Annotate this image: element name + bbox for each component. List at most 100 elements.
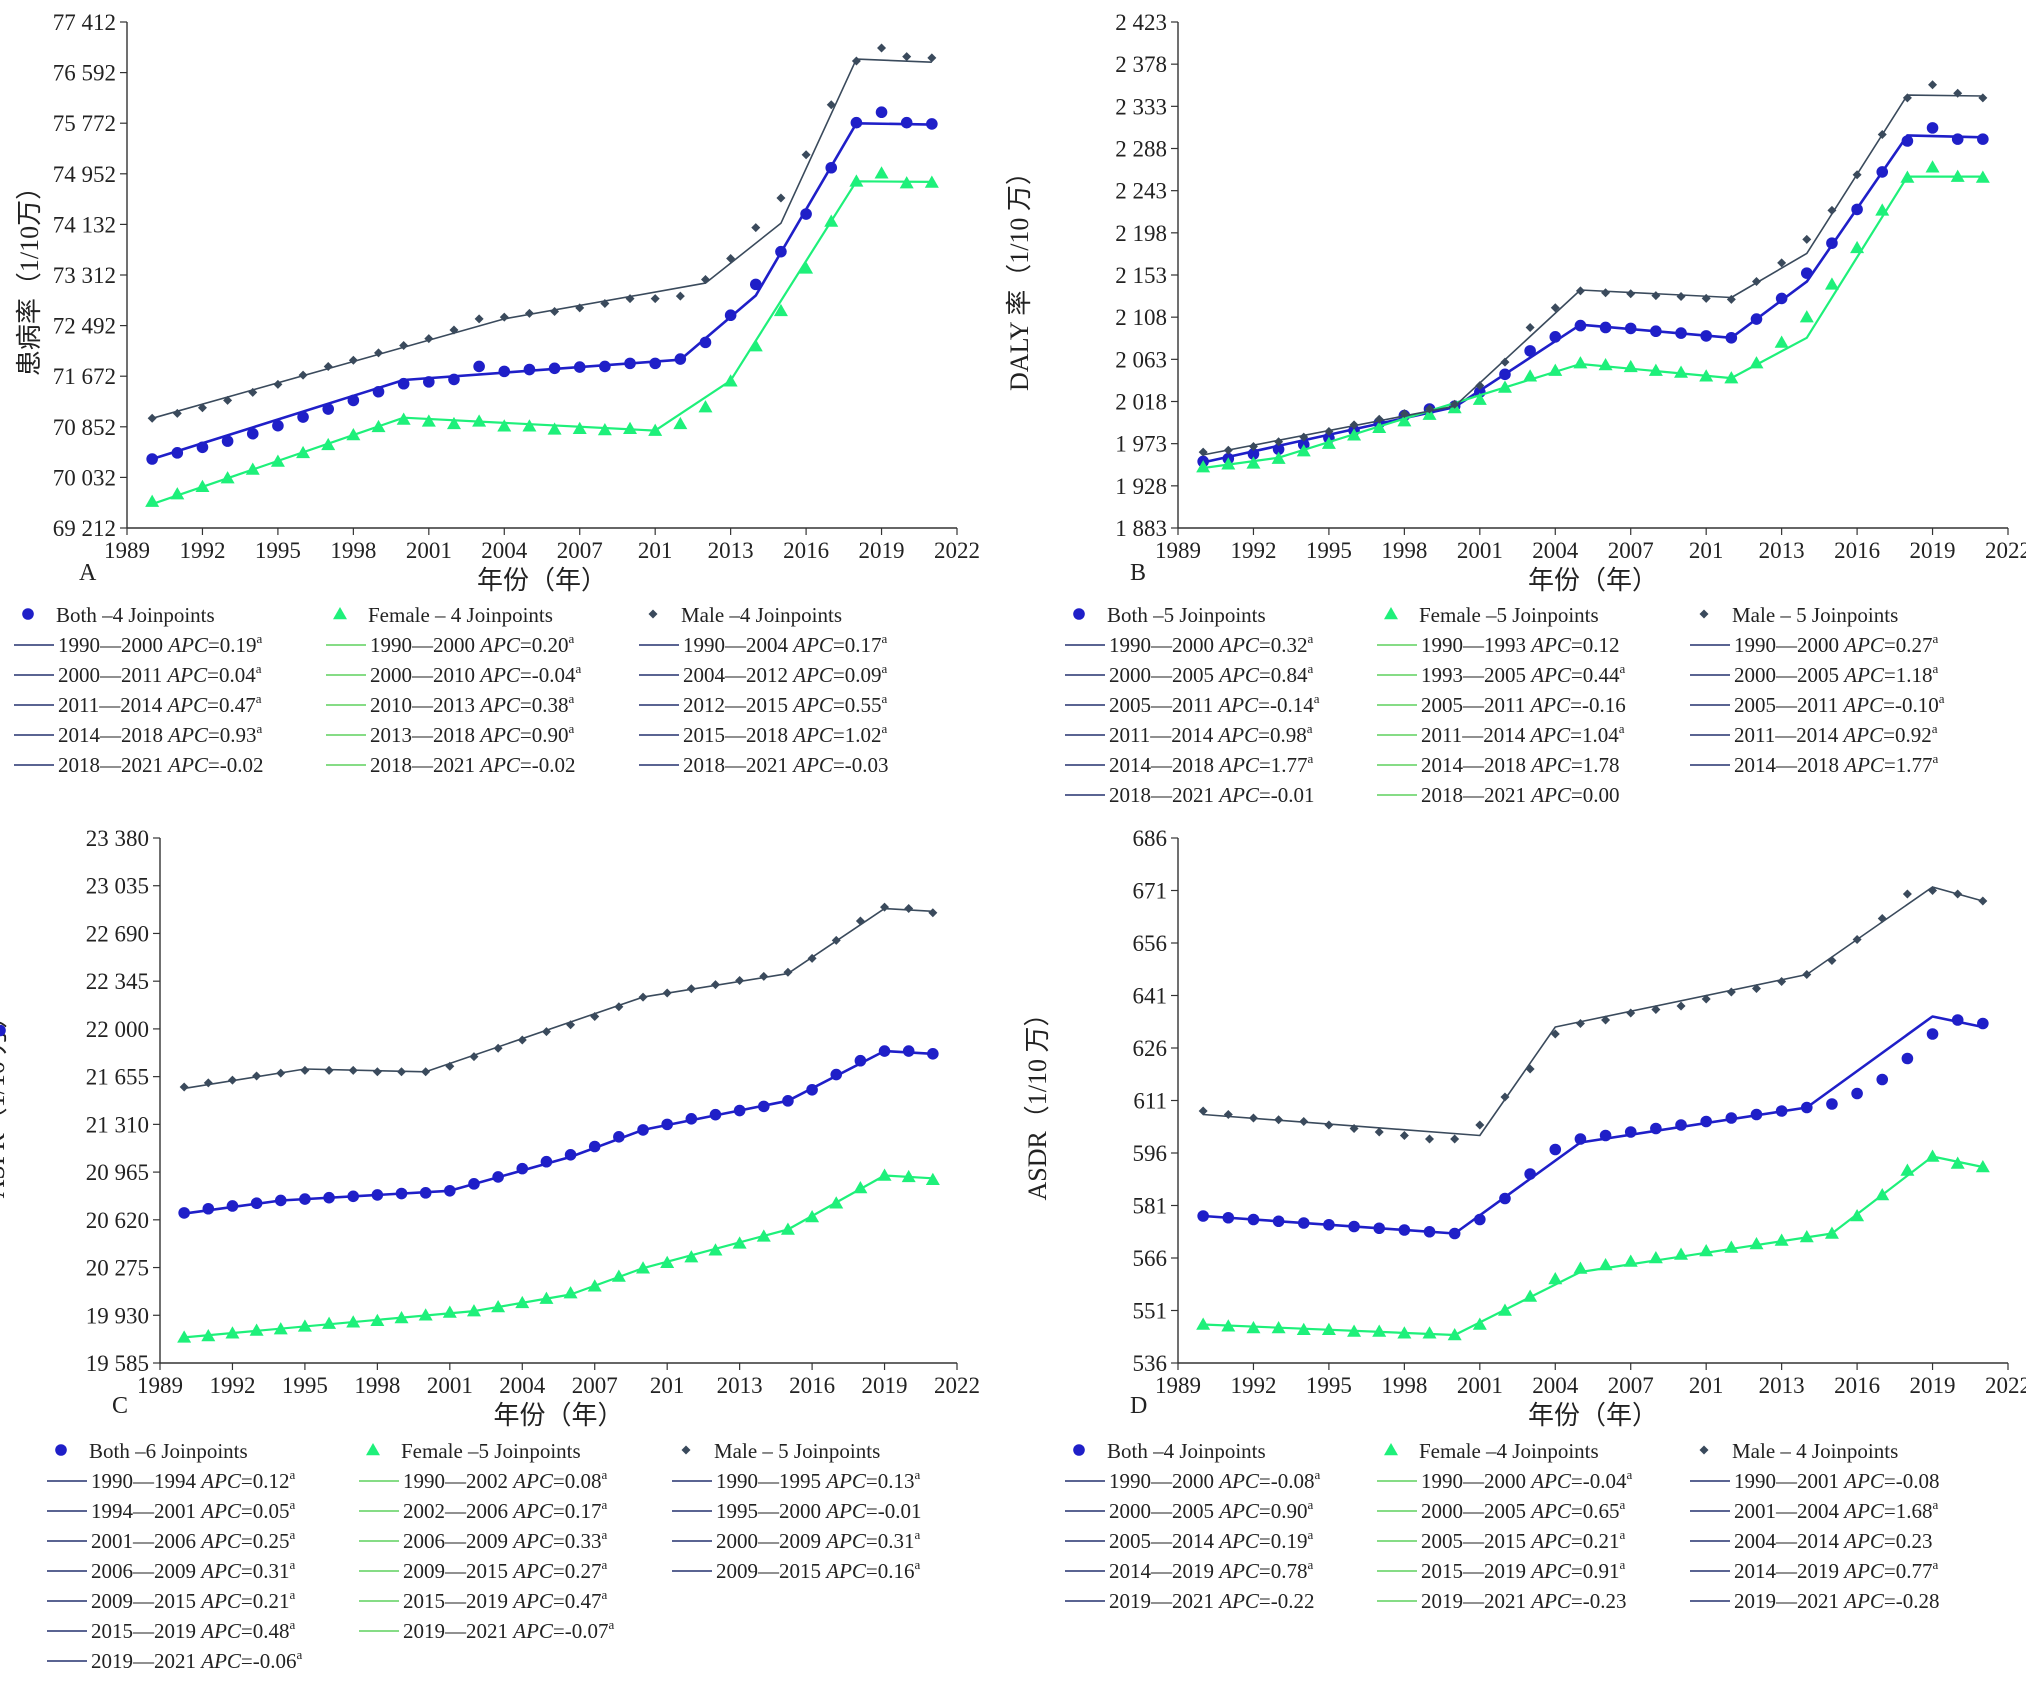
legend-row: 2014—2019 APC=0.77a (1734, 1557, 1939, 1583)
legend-apc-value: =0.17 (553, 1499, 602, 1523)
legend-apc-label: APC (1217, 1559, 1260, 1583)
data-point-male (600, 299, 610, 309)
data-point-female (748, 339, 763, 352)
data-point-female (673, 416, 688, 430)
data-point-both (448, 373, 460, 386)
legend-significance-mark: a (576, 661, 582, 676)
legend-period: 2006—2009 (91, 1559, 201, 1583)
legend-period: 1990—2000 (1421, 1469, 1531, 1493)
legend-apc-value: =0.90 (520, 723, 569, 747)
legend-row: 2000—2009 APC=0.31a (716, 1527, 921, 1553)
y-tick-label: 20 275 (86, 1256, 149, 1281)
legend-row: 2009—2015 APC=0.21a (91, 1587, 296, 1613)
legend-apc-label: APC (824, 1499, 867, 1523)
y-tick-label: 77 412 (53, 10, 116, 35)
data-point-male (1852, 935, 1862, 944)
data-point-female (708, 1243, 723, 1256)
legend-row: 2001—2006 APC=0.25a (91, 1527, 296, 1553)
legend-period: 1994—2001 (91, 1499, 201, 1523)
data-point-both (599, 360, 611, 373)
legend-period: 1990—2004 (683, 633, 793, 657)
legend-significance-mark: a (290, 1617, 296, 1632)
data-point-female (273, 1322, 288, 1335)
data-point-female (446, 416, 461, 430)
legend-apc-label: APC (478, 753, 521, 777)
legend-apc-label: APC (1529, 1499, 1572, 1523)
data-point-female (587, 1279, 602, 1292)
series-male (179, 902, 938, 1092)
data-point-male (1953, 889, 1963, 899)
legend-title-male: Male – 5 Joinpoints (1732, 603, 1898, 627)
data-point-female (1749, 1237, 1764, 1250)
legend-row: 1990—2002 APC=0.08a (403, 1467, 608, 1493)
series-female (1196, 1149, 1990, 1341)
legend-marker-male (1699, 1445, 1709, 1455)
data-point-both (1876, 1073, 1889, 1086)
legend-period: 2018—2021 (683, 753, 793, 777)
data-point-male (324, 1065, 334, 1075)
data-point-female (899, 176, 914, 189)
data-point-female (1548, 1272, 1563, 1285)
legend-apc-value: =0.38 (520, 693, 569, 717)
data-point-both (171, 447, 184, 459)
legend-apc-value: =-0.07 (553, 1619, 609, 1643)
series-both (146, 106, 938, 465)
series-both (0, 1014, 1989, 1240)
legend-apc-value: =0.44 (1571, 663, 1620, 687)
legend-significance-mark: a (569, 631, 575, 646)
legend-significance-mark: a (569, 691, 575, 706)
x-tick-label: 2013 (717, 1373, 763, 1398)
legend-marker-female (1384, 1443, 1398, 1456)
data-point-both (196, 441, 209, 454)
data-point-female (396, 412, 411, 425)
legend-row: 2009—2015 APC=0.27a (403, 1557, 608, 1583)
legend-significance-mark: a (1620, 1497, 1626, 1512)
data-point-both (724, 309, 737, 322)
y-tick-label: 611 (1133, 1089, 1167, 1114)
x-tick-label: 2019 (859, 538, 905, 563)
legend-row: 1993—2005 APC=0.44a (1421, 661, 1626, 687)
data-point-female (1824, 1226, 1839, 1239)
series-both (1197, 122, 1989, 468)
data-point-female (1271, 1321, 1286, 1334)
legend-period: 1993—2005 (1421, 663, 1531, 687)
legend-period: 2011—2014 (1421, 723, 1530, 747)
legend-significance-mark: a (915, 1467, 921, 1482)
legend-period: 2000—2005 (1421, 1499, 1531, 1523)
data-point-female (1246, 456, 1261, 469)
data-point-female (296, 445, 311, 459)
legend-period: 2004—2014 (1734, 1529, 1844, 1553)
legend-period: 2018—2021 (370, 753, 480, 777)
legend-apc-label: APC (1841, 723, 1884, 747)
data-point-both (246, 427, 259, 440)
data-point-female (805, 1210, 820, 1223)
data-point-both (613, 1131, 625, 1143)
legend-title-both: Both –4 Joinpoints (1107, 1439, 1266, 1463)
x-tick-label: 2004 (499, 1373, 546, 1398)
legend-apc-label: APC (791, 723, 834, 747)
legend-title-female: Female – 4 Joinpoints (368, 603, 553, 627)
data-point-female (1900, 1163, 1915, 1176)
data-point-male (566, 1020, 576, 1030)
legend-period: 1995—2000 (716, 1499, 826, 1523)
legend-significance-mark: a (602, 1557, 608, 1572)
legend-apc-value: =-0.23 (1571, 1589, 1627, 1613)
x-axis-label: 年份（年） (1528, 1401, 1658, 1430)
data-point-both (830, 1068, 843, 1081)
legend-significance-mark: a (290, 1527, 296, 1542)
legend-apc-label: APC (511, 1529, 554, 1553)
x-tick-label: 1992 (1230, 1373, 1276, 1398)
legend-title-female: Female –4 Joinpoints (1419, 1439, 1599, 1463)
legend-apc-label: APC (165, 693, 208, 717)
data-point-female (1799, 1230, 1814, 1243)
data-point-both (1524, 1168, 1536, 1180)
data-point-both (1700, 1115, 1712, 1128)
legend-apc-label: APC (1529, 1589, 1572, 1613)
data-point-male (638, 992, 648, 1002)
x-tick-label: 1989 (1155, 538, 1201, 563)
data-point-female (874, 166, 889, 179)
data-point-both (661, 1118, 673, 1131)
data-point-male (1299, 1117, 1309, 1126)
legend-row: 2005—2015 APC=0.21a (1421, 1527, 1626, 1553)
